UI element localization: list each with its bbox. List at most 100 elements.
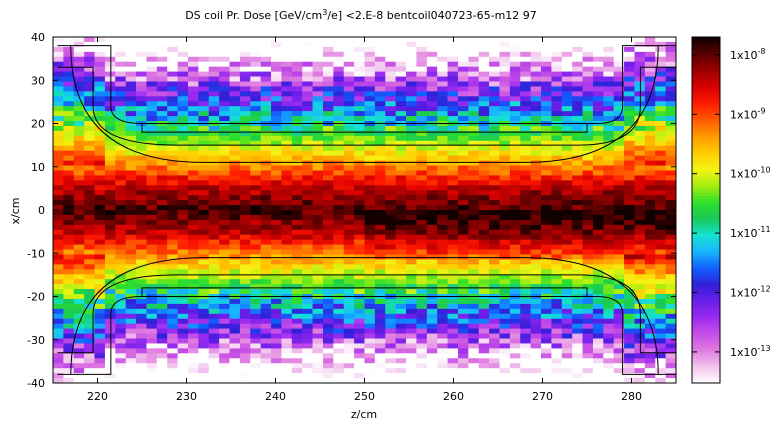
heatmap-cell [250, 165, 262, 171]
heatmap-cell [499, 76, 511, 82]
heatmap-cell [208, 41, 220, 48]
heatmap-cell [624, 313, 635, 320]
heatmap-cell [644, 175, 656, 181]
heatmap-cell [416, 111, 428, 117]
heatmap-cell [208, 368, 220, 374]
heatmap-cell [322, 264, 334, 270]
heatmap-cell [291, 348, 303, 354]
heatmap-cell [136, 313, 147, 320]
heatmap-cell [592, 353, 604, 359]
heatmap-cell [644, 46, 656, 53]
heatmap-cell [219, 66, 230, 72]
heatmap-cell [634, 91, 646, 97]
heatmap-cell [613, 155, 625, 161]
heatmap-cell [499, 51, 511, 58]
heatmap-cell [177, 219, 189, 226]
colorbar-segment [692, 354, 720, 358]
heatmap-cell [416, 190, 428, 196]
heatmap-cell [499, 303, 511, 310]
heatmap-cell [104, 254, 116, 260]
heatmap-cell [634, 244, 646, 250]
heatmap-cell [416, 303, 428, 310]
heatmap-cell [104, 239, 116, 245]
heatmap-cell [499, 71, 511, 77]
heatmap-cell [73, 200, 85, 206]
heatmap-cell [63, 51, 75, 58]
heatmap-cell [239, 116, 251, 122]
heatmap-cell [333, 358, 345, 364]
heatmap-cell [457, 328, 469, 334]
heatmap-cell [541, 298, 552, 305]
heatmap-cell [281, 101, 293, 107]
heatmap-cell [541, 135, 552, 142]
heatmap-cell [302, 81, 313, 87]
heatmap-cell [416, 353, 428, 359]
heatmap-cell [655, 101, 667, 107]
heatmap-cell [302, 348, 313, 354]
heatmap-cell [354, 219, 365, 226]
heatmap-cell [281, 210, 293, 216]
heatmap-cell [104, 140, 116, 147]
heatmap-cell [520, 76, 532, 82]
heatmap-cell [63, 249, 75, 255]
heatmap-cell [364, 135, 376, 142]
heatmap-cell [572, 155, 583, 161]
heatmap-cell [73, 328, 85, 334]
colorbar-segment [692, 238, 720, 243]
heatmap-cell [509, 101, 521, 107]
heatmap-cell [489, 318, 500, 325]
heatmap-cell [333, 76, 345, 82]
heatmap-cell [613, 368, 625, 374]
heatmap-cell [167, 140, 178, 147]
heatmap-cell [426, 274, 438, 280]
heatmap-cell [457, 219, 469, 226]
heatmap-cell [374, 353, 386, 359]
heatmap-cell [395, 91, 407, 97]
heatmap-cell [302, 140, 313, 147]
heatmap-cell [260, 130, 272, 137]
heatmap-cell [468, 239, 480, 245]
heatmap-cell [260, 195, 272, 201]
heatmap-cell [229, 289, 241, 295]
heatmap-cell [146, 165, 158, 171]
heatmap-cell [468, 298, 480, 305]
heatmap-cell [530, 289, 542, 295]
heatmap-cell [281, 234, 293, 241]
heatmap-cell [437, 214, 448, 221]
heatmap-cell [447, 175, 459, 181]
heatmap-cell [322, 284, 334, 290]
heatmap-cell [478, 81, 490, 87]
heatmap-cell [551, 289, 563, 295]
heatmap-cell [291, 185, 303, 191]
heatmap-cell [84, 46, 95, 53]
heatmap-cell [125, 106, 137, 112]
heatmap-cell [63, 66, 75, 72]
heatmap-cell [665, 56, 677, 63]
heatmap-cell [104, 190, 116, 196]
heatmap-cell [468, 289, 480, 295]
heatmap-cell [613, 125, 625, 132]
heatmap-cell [592, 249, 604, 255]
heatmap-cell [509, 259, 521, 265]
heatmap-cell [592, 205, 604, 211]
heatmap-cell [125, 46, 137, 53]
heatmap-cell [229, 190, 241, 196]
heatmap-cell [136, 308, 147, 315]
heatmap-cell [125, 259, 137, 265]
heatmap-cell [73, 284, 85, 290]
heatmap-cell [312, 66, 324, 72]
heatmap-cell [333, 195, 345, 201]
heatmap-cell [250, 264, 262, 270]
heatmap-cell [374, 165, 386, 171]
heatmap-cell [364, 205, 376, 211]
heatmap-cell [219, 244, 230, 250]
heatmap-cell [125, 180, 137, 186]
heatmap-cell [603, 298, 615, 305]
heatmap-cell [146, 81, 158, 87]
heatmap-cell [354, 135, 365, 142]
heatmap-cell [364, 66, 376, 72]
heatmap-cell [322, 274, 334, 280]
colorbar-segment [692, 374, 720, 378]
heatmap-cell [271, 284, 282, 290]
